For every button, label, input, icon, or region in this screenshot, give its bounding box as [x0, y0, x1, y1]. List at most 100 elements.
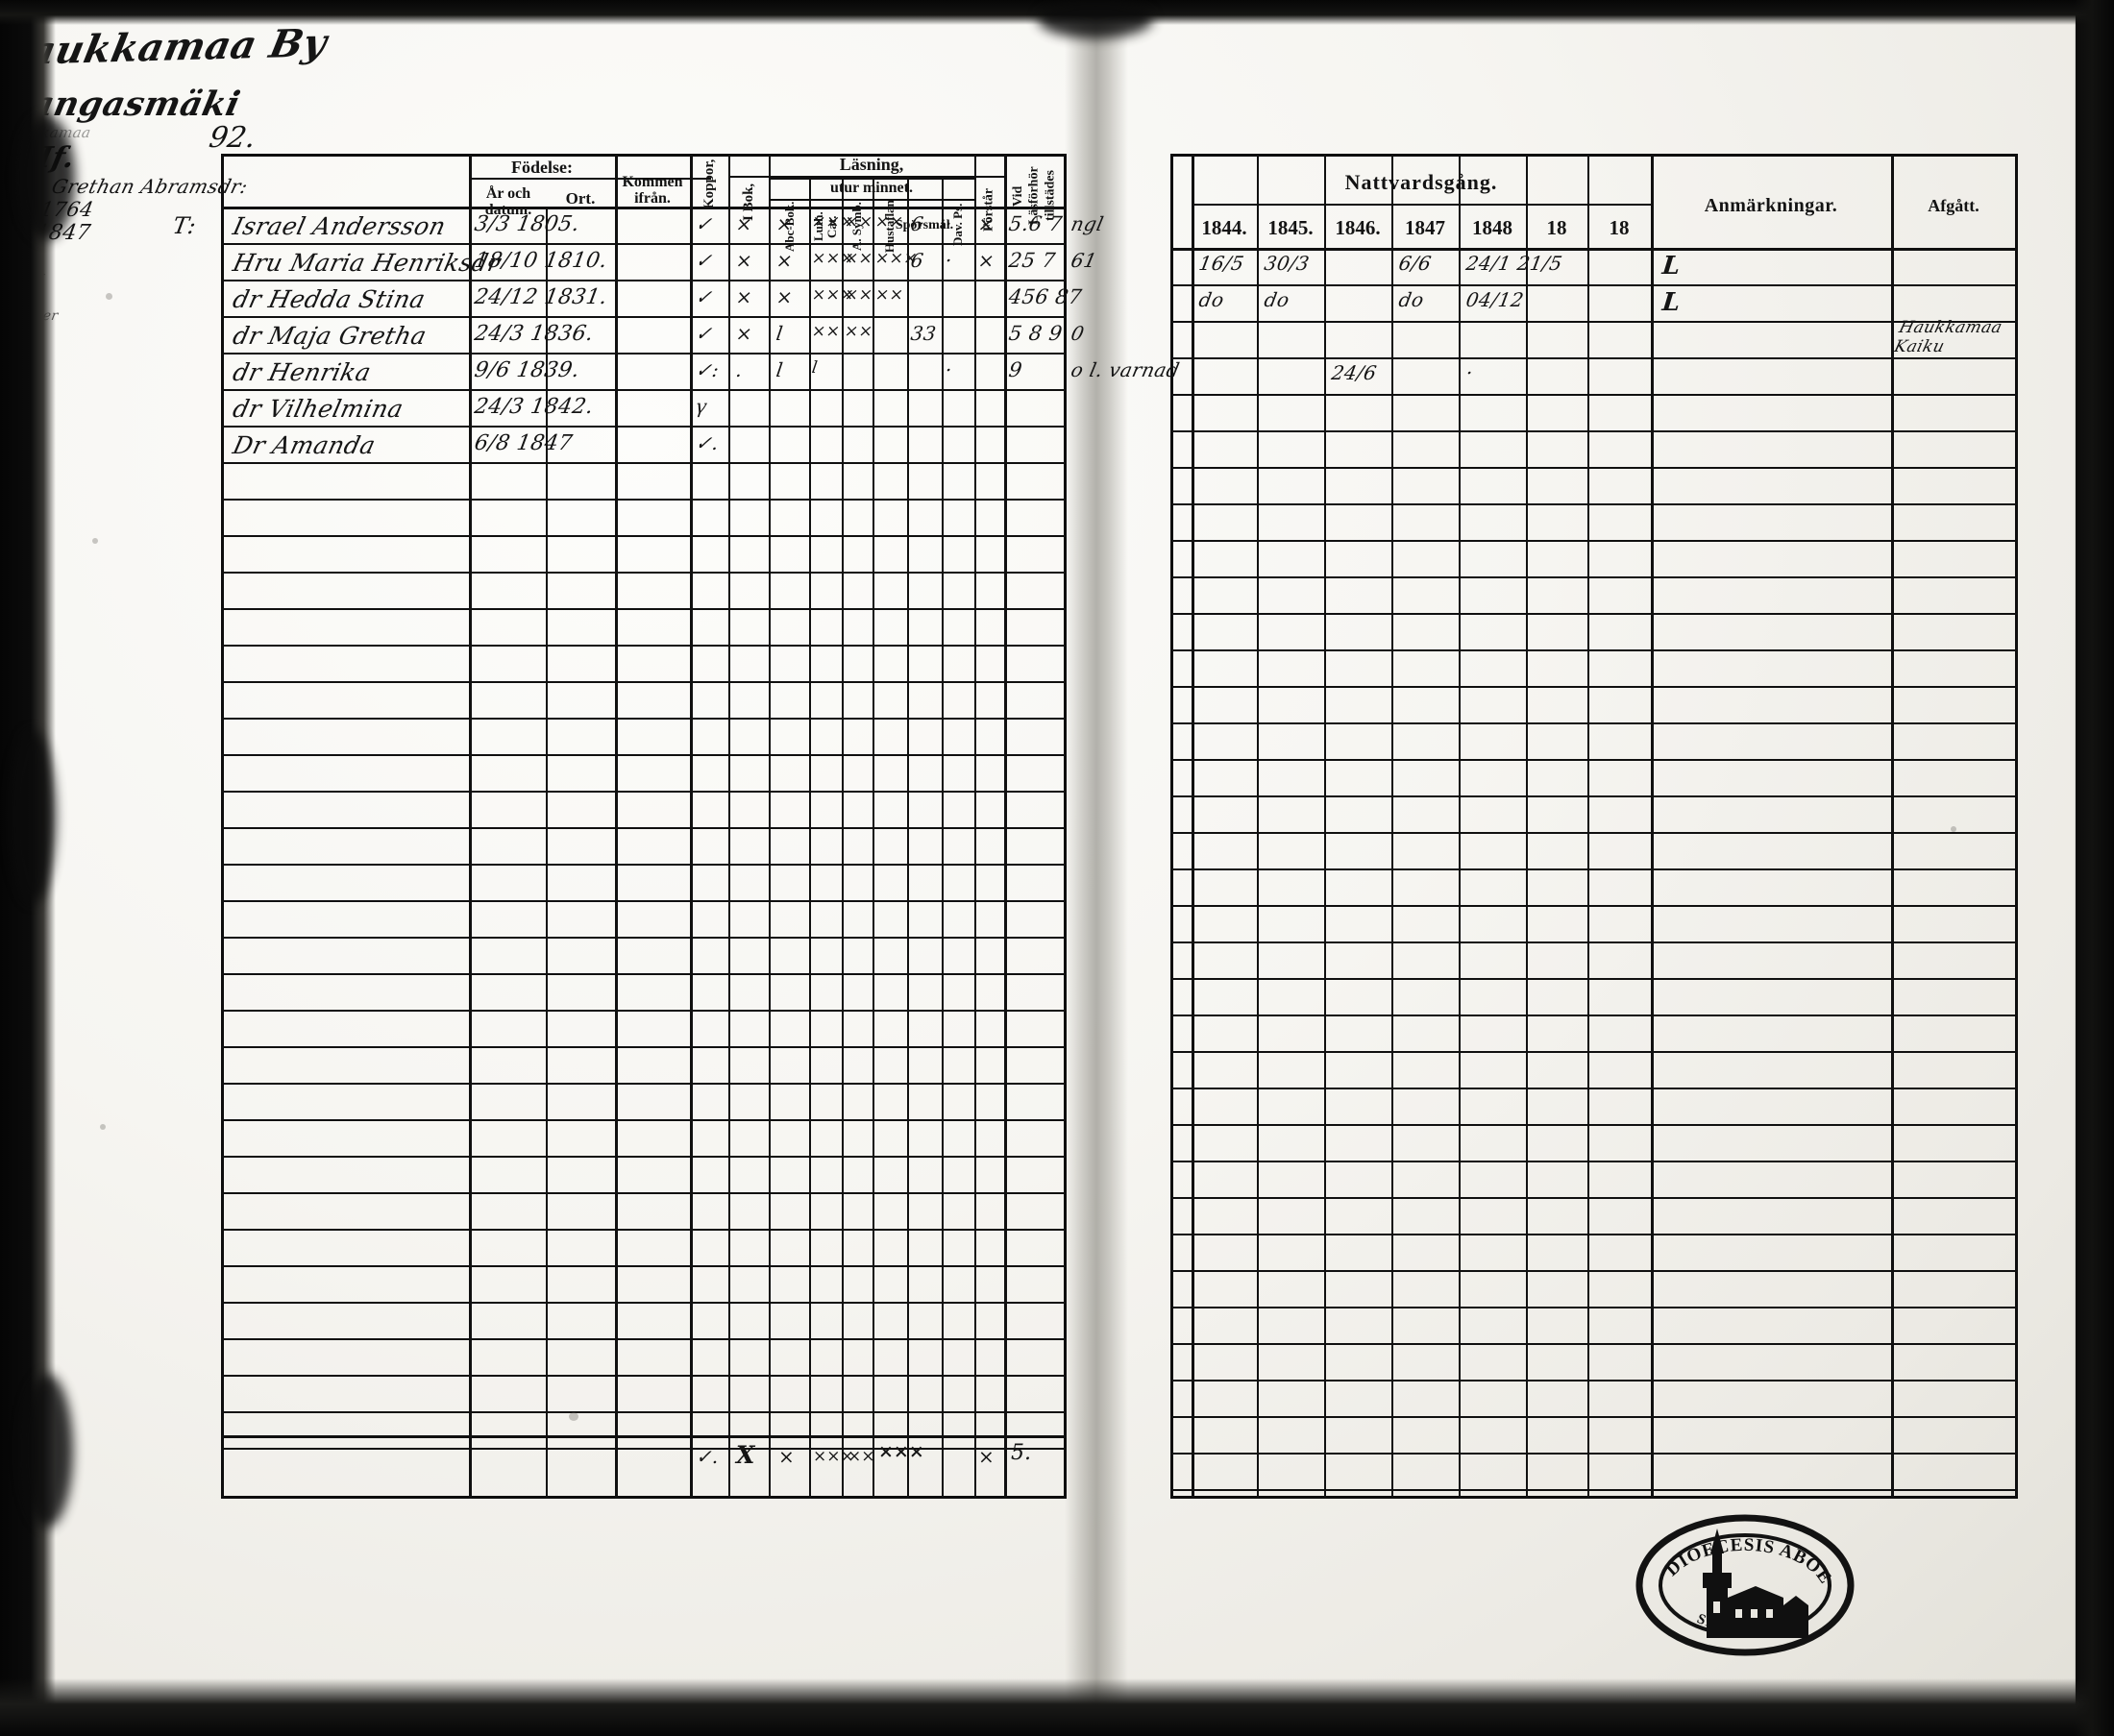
- row-rule-left: [221, 353, 1067, 355]
- row-rule-right: [1170, 284, 2018, 286]
- row-rule-right: [1170, 649, 2018, 651]
- row-rule-right: [1170, 1453, 2018, 1455]
- rr-18b: [1651, 154, 1654, 1499]
- header-year-1845: 1845.: [1267, 215, 1314, 239]
- bottom-entry-name: Enk. Grethan Abramsdr:: [0, 175, 251, 198]
- cathedral-icon: DIOECESIS ABOENSIS SIGILLUM: [1627, 1498, 1855, 1656]
- row-rule-right: [1170, 394, 2018, 396]
- row-rule-right: [1170, 795, 2018, 797]
- rule-nattvard-under: [1192, 204, 1651, 206]
- row-rule-right: [1170, 978, 2018, 980]
- rule-fodelse-under: [469, 178, 711, 180]
- bottom-departed-sub: 2: [0, 245, 2114, 268]
- header-fodelse: Födelse:: [511, 158, 573, 178]
- col-rule-birthdate: [546, 207, 548, 1499]
- header-birth-date: År och datum.: [484, 185, 532, 218]
- row-rule-left: [221, 243, 1067, 245]
- col-rule-abcbok: [809, 178, 811, 1499]
- col-rule-forstar: [1004, 154, 1007, 1499]
- row-rule-left: [221, 827, 1067, 829]
- row-rule-left: [221, 535, 1067, 537]
- row-rule-right: [1170, 1380, 2018, 1381]
- rule-right-header-bottom: [1170, 248, 2018, 251]
- row-rule-right: [1170, 613, 2018, 615]
- rr-1846: [1391, 154, 1393, 1499]
- row-rule-right: [1170, 1088, 2018, 1089]
- row-rule-left: [221, 1375, 1067, 1377]
- row-rule-right: [1170, 1015, 2018, 1016]
- header-year-1846: 1846.: [1335, 215, 1381, 239]
- header-came-from: Kommen ifrån.: [622, 174, 683, 207]
- scan-edge-bottom: [0, 1678, 2114, 1736]
- bottom-departed-note: 10/1847: [0, 221, 2114, 245]
- scan-blotch-1: [17, 115, 75, 240]
- col-rule-name: [469, 154, 472, 1499]
- paper-surface: [29, 8, 2076, 1708]
- rr-0: [1192, 154, 1194, 1499]
- birth-date: 6/8 1847: [472, 431, 575, 455]
- scan-blotch-top: [1038, 0, 1153, 38]
- row-rule-left: [221, 645, 1067, 647]
- speck-4: [1951, 826, 1956, 832]
- header-afgatt: Afgått.: [1928, 196, 1979, 216]
- person-name: Dr Amanda: [230, 431, 379, 459]
- svg-text:DIOECESIS ABOENSIS: DIOECESIS ABOENSIS: [1634, 1513, 1835, 1588]
- birth-date: 24/3 1842.: [472, 395, 596, 419]
- margin-note-4: ors: [0, 324, 2114, 341]
- speck-1: [106, 293, 112, 300]
- bottom-cross-mark: ✝Hf.: [0, 141, 2114, 175]
- header-sporsmal: Spörsmål.: [895, 217, 954, 232]
- row-rule-right: [1170, 759, 2018, 761]
- row-rule-left: [221, 1119, 1067, 1121]
- rr-remarks: [1891, 154, 1894, 1499]
- rule-lasning-under: [728, 176, 1004, 178]
- row-rule-left: [221, 937, 1067, 939]
- speck-3: [100, 1124, 106, 1130]
- bottom-entry-forstar: ×: [978, 1445, 995, 1468]
- scan-blotch-2: [10, 730, 56, 903]
- bottom-entry-hustaflan: ×××: [878, 1441, 924, 1462]
- row-rule-left: [221, 864, 1067, 866]
- row-rule-left: [221, 1338, 1067, 1340]
- margin-note-1: L not: [0, 268, 2114, 287]
- household-prefix: T:: [0, 45, 2114, 85]
- row-rule-right: [1170, 357, 2018, 359]
- row-rule-left: [221, 462, 1067, 464]
- col-rule-asymb: [873, 178, 874, 1499]
- person-name: dr Henrika: [230, 358, 374, 386]
- row-rule-right: [1170, 1343, 2018, 1345]
- margin-note-2: Li: [0, 287, 2114, 308]
- row-rule-left: [221, 1229, 1067, 1231]
- bottom-entry-koppor: ✓.: [696, 1445, 719, 1468]
- koppor-mark: ✓.: [694, 431, 721, 454]
- rule-header-bottom: [221, 207, 1067, 209]
- household-faint-note: Haukkamaa: [0, 124, 2114, 141]
- row-rule-left: [221, 900, 1067, 902]
- header-year-blank-1: 18: [1546, 215, 1567, 239]
- scan-edge-right: [2074, 0, 2114, 1736]
- koppor-mark: ✓:: [694, 358, 721, 381]
- header-utur-minnet: utur minnet.: [830, 179, 913, 196]
- row-rule-left: [221, 280, 1067, 281]
- left-register-table: [221, 154, 1067, 1499]
- rr-1848: [1526, 154, 1528, 1499]
- col-rule-koppor: [728, 154, 730, 1499]
- bottom-entry-asymb: ××: [848, 1447, 875, 1466]
- birth-date: 9/6 1839.: [472, 358, 582, 382]
- row-rule-left: [221, 1156, 1067, 1158]
- right-register-table: [1170, 154, 2018, 1499]
- bottom-entry-ibok: X: [736, 1441, 755, 1469]
- row-rule-right: [1170, 1234, 2018, 1235]
- stamp-text-top: DIOECESIS ABOENSIS: [1627, 1498, 1835, 1588]
- row-rule-right: [1170, 868, 2018, 870]
- row-rule-right: [1170, 321, 2018, 323]
- header-year-1848: 1848: [1472, 215, 1512, 239]
- scan-blotch-3: [21, 1374, 73, 1528]
- row-rule-left: [221, 1265, 1067, 1267]
- row-rule-right: [1170, 722, 2018, 724]
- header-year-1844: 1844.: [1201, 215, 1247, 239]
- header-anmarkningar: Anmärkningar.: [1704, 195, 1838, 217]
- row-rule-right: [1170, 832, 2018, 834]
- row-rule-right: [1170, 1124, 2018, 1126]
